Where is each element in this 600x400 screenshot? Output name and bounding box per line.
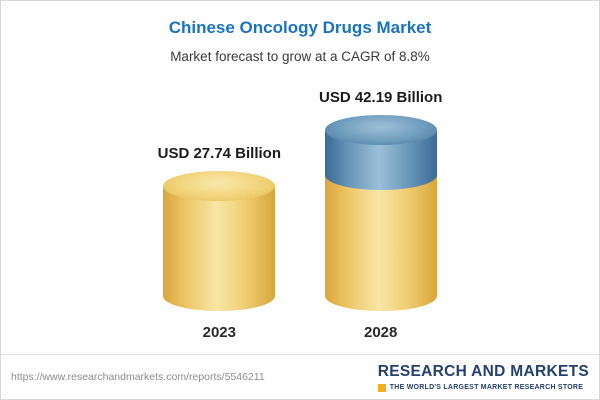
cylinder-2028-top (324, 115, 437, 145)
footer: https://www.researchandmarkets.com/repor… (1, 354, 599, 399)
logo-tagline: THE WORLD'S LARGEST MARKET RESEARCH STOR… (389, 384, 584, 391)
report-url: https://www.researchandmarkets.com/repor… (11, 371, 265, 383)
category-label-2023: 2023 (202, 324, 236, 341)
logo-tagline-row: THE WORLD'S LARGEST MARKET RESEARCH STOR… (377, 383, 589, 392)
logo-yellow-mark-icon (377, 383, 386, 392)
bar-group-2023: USD 27.74 Billion 2023 (158, 145, 281, 341)
logo-wordmark: RESEARCH AND MARKETS (377, 362, 589, 380)
cylinder-2023-top (163, 171, 276, 201)
bar-chart: USD 27.74 Billion 2023 USD 42.19 Billion… (1, 89, 599, 341)
chart-subtitle: Market forecast to grow at a CAGR of 8.8… (170, 49, 430, 64)
cylinder-bar-2023 (163, 171, 276, 311)
cylinder-bar-2028 (324, 115, 437, 311)
research-and-markets-logo: RESEARCH AND MARKETS THE WORLD'S LARGEST… (377, 362, 589, 392)
cylinder-2023-body (163, 186, 276, 311)
category-label-2028: 2028 (364, 324, 398, 341)
chart-title: Chinese Oncology Drugs Market (168, 18, 432, 37)
value-label-2028: USD 42.19 Billion (319, 89, 443, 106)
value-label-2023: USD 27.74 Billion (157, 145, 281, 162)
bar-group-2028: USD 42.19 Billion 2028 (319, 89, 442, 341)
chart-header: Chinese Oncology Drugs Market Market for… (1, 1, 599, 64)
